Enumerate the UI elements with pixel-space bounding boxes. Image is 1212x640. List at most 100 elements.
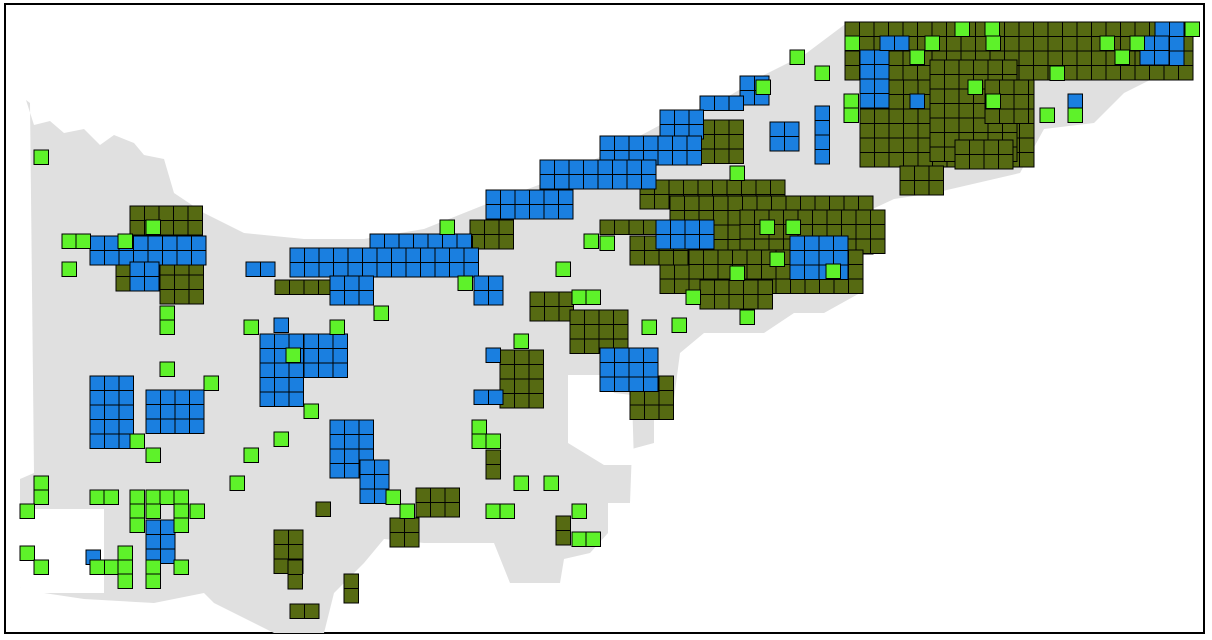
dark-green-cell	[1014, 109, 1029, 124]
blue-cell	[501, 190, 516, 205]
blue-cell	[260, 363, 275, 378]
dark-green-cell	[689, 265, 704, 280]
dark-green-cell	[1048, 37, 1063, 52]
dark-green-cell	[390, 533, 405, 548]
bright-green-cell	[458, 276, 473, 291]
dark-green-cell	[1063, 51, 1078, 66]
blue-cell	[348, 263, 363, 278]
blue-cell	[660, 110, 675, 125]
dark-green-cell	[875, 153, 890, 168]
blue-cell	[105, 236, 120, 251]
blue-cell	[1155, 22, 1170, 37]
blue-cell	[600, 377, 615, 392]
blue-cell	[474, 276, 489, 291]
dark-green-cell	[904, 80, 919, 95]
dark-green-cell	[727, 180, 742, 195]
bright-green-cell	[34, 476, 49, 491]
blue-cell	[145, 262, 160, 277]
blue-cell	[644, 136, 659, 151]
dark-green-cell	[640, 195, 655, 210]
blue-cell	[880, 36, 895, 51]
bright-green-cell	[146, 560, 161, 575]
blue-cell	[146, 419, 161, 434]
dark-green-cell	[849, 279, 864, 294]
blue-cell	[163, 251, 178, 266]
blue-cell	[629, 348, 644, 363]
blue-cell	[146, 390, 161, 405]
dark-green-cell	[815, 196, 830, 211]
blue-cell	[559, 190, 574, 205]
dark-green-cell	[670, 196, 685, 211]
dark-green-cell	[189, 290, 204, 305]
dark-green-cell	[570, 339, 585, 354]
bright-green-cell	[586, 290, 601, 305]
bright-green-cell	[130, 434, 145, 449]
dark-green-cell	[889, 95, 904, 110]
dark-green-cell	[834, 279, 849, 294]
dark-green-cell	[289, 530, 304, 545]
dark-green-cell	[889, 109, 904, 124]
dark-green-cell	[729, 135, 744, 150]
dark-green-cell	[1063, 22, 1078, 37]
blue-cell	[304, 349, 319, 364]
bright-green-cell	[486, 504, 501, 519]
blue-cell	[555, 175, 570, 190]
blue-cell	[161, 405, 176, 420]
blue-cell	[642, 175, 657, 190]
dark-green-cell	[159, 221, 174, 236]
blue-cell	[700, 220, 715, 235]
bright-green-cell	[786, 220, 801, 235]
bright-green-cell	[514, 334, 529, 349]
blue-cell	[333, 363, 348, 378]
blue-cell	[359, 435, 374, 450]
dark-green-cell	[570, 310, 585, 325]
dark-green-cell	[500, 365, 515, 380]
dark-green-cell	[1000, 80, 1015, 95]
blue-cell	[305, 248, 320, 263]
dark-green-cell	[390, 518, 405, 533]
bright-green-cell	[174, 490, 189, 505]
bright-green-cell	[440, 220, 455, 235]
blue-cell	[600, 363, 615, 378]
blue-cell	[544, 205, 559, 220]
blue-cell	[615, 377, 630, 392]
blue-cell	[600, 348, 615, 363]
dark-green-cell	[1092, 66, 1107, 81]
bright-green-cell	[770, 252, 785, 267]
blue-cell	[815, 150, 830, 165]
dark-green-cell	[1092, 51, 1107, 66]
blue-cell	[530, 205, 545, 220]
blue-cell	[304, 363, 319, 378]
bright-green-cell	[20, 546, 35, 561]
bright-green-cell	[544, 476, 559, 491]
blue-cell	[289, 363, 304, 378]
blue-cell	[161, 419, 176, 434]
blue-cell	[289, 378, 304, 393]
dark-green-cell	[529, 350, 544, 365]
dark-green-cell	[659, 251, 674, 266]
blue-cell	[90, 420, 105, 435]
blue-cell	[544, 190, 559, 205]
dark-green-cell	[1005, 37, 1020, 52]
bright-green-cell	[160, 306, 175, 321]
blue-cell	[290, 248, 305, 263]
bright-green-cell	[118, 234, 133, 249]
bright-green-cell	[500, 504, 515, 519]
dark-green-cell	[1121, 22, 1136, 37]
blue-cell	[119, 376, 134, 391]
dark-green-cell	[961, 37, 976, 52]
blue-cell	[363, 248, 378, 263]
dark-green-cell	[405, 533, 420, 548]
blue-cell	[790, 251, 805, 266]
bright-green-cell	[76, 234, 91, 249]
dark-green-cell	[159, 206, 174, 221]
blue-cell	[190, 390, 205, 405]
dark-green-cell	[771, 180, 786, 195]
bright-green-cell	[730, 266, 745, 281]
dark-green-cell	[871, 239, 886, 254]
bright-green-cell	[514, 476, 529, 491]
dark-green-cell	[844, 196, 859, 211]
blue-cell	[177, 236, 192, 251]
blue-cell	[161, 520, 176, 535]
dark-green-cell	[290, 280, 305, 295]
